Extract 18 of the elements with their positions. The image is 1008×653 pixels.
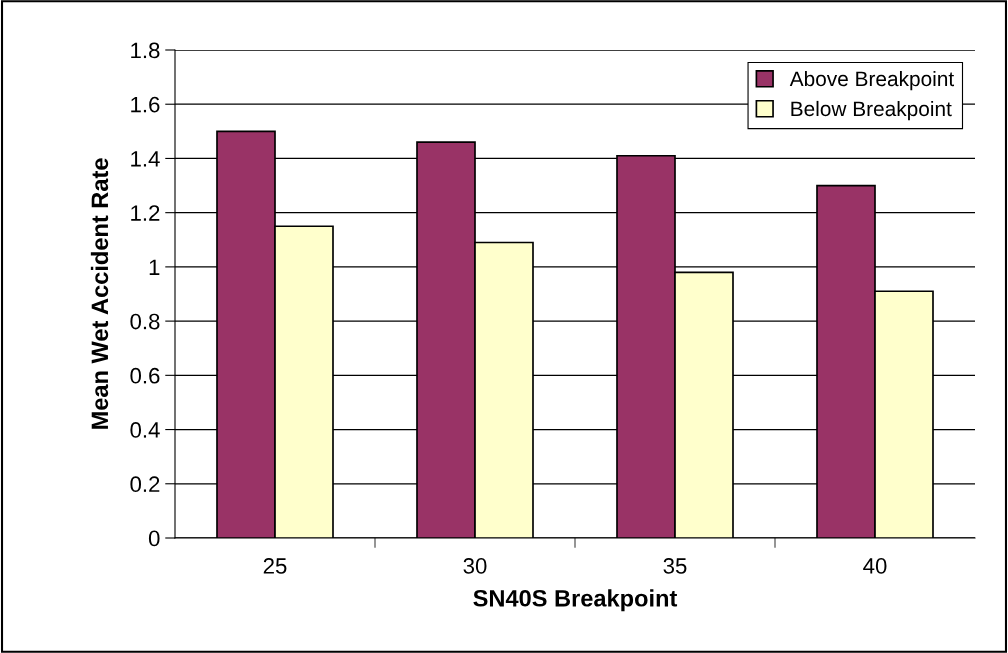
y-tick-label: 0.2 <box>130 476 160 493</box>
x-tick-label: 40 <box>863 558 887 574</box>
y-tick-label: 1 <box>149 259 160 275</box>
y-tick-label: 1.8 <box>131 42 160 59</box>
legend-label: Above Breakpoint <box>789 70 955 91</box>
legend-label: Below Breakpoint <box>791 100 952 121</box>
y-tick-label: 0.8 <box>130 313 160 330</box>
y-tick-label: 1.6 <box>131 96 160 113</box>
y-tick-label: 0.6 <box>130 367 160 384</box>
x-axis-title: SN40S Breakpoint <box>473 589 678 612</box>
y-axis-title: Mean Wet Accident Rate <box>90 158 109 429</box>
x-tick-label: 30 <box>463 558 487 574</box>
x-tick-label: 25 <box>263 558 287 574</box>
y-tick-label: 0 <box>148 530 160 547</box>
y-tick-label: 1.2 <box>131 205 160 221</box>
y-tick-label: 1.4 <box>131 151 160 167</box>
y-tick-label: 0.4 <box>130 422 160 438</box>
x-tick-label: 35 <box>663 558 687 574</box>
